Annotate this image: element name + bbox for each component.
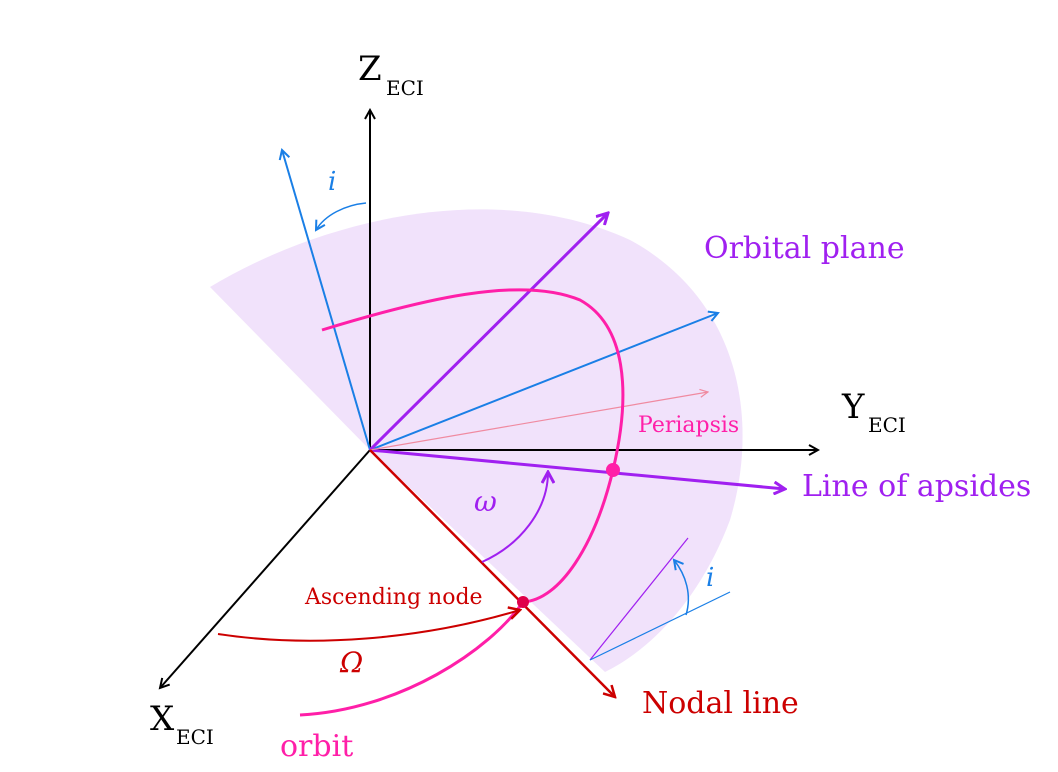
inclination-symbol-bottom: i <box>706 563 714 593</box>
y-axis-label: Y <box>841 387 865 427</box>
inclination-arc-bottom <box>674 560 690 616</box>
periapsis-label: Periapsis <box>638 413 739 438</box>
raan-arc <box>217 610 520 642</box>
inclination-purple-line <box>589 537 689 661</box>
inclination-symbol-top: i <box>328 167 336 197</box>
argument-of-periapsis-arc <box>481 472 548 563</box>
z-axis-subscript: ECI <box>386 76 424 100</box>
orbit-label: orbit <box>280 729 353 764</box>
periapsis-point <box>606 463 620 477</box>
line-of-apsides-arrow <box>369 448 785 489</box>
orbit-normal-vector <box>282 150 371 451</box>
periapsis-thin-line <box>369 392 708 451</box>
x-axis <box>160 449 371 688</box>
orbital-plane-label: Orbital plane <box>704 231 905 266</box>
x-axis-subscript: ECI <box>176 725 214 749</box>
in-plane-vector <box>369 313 718 451</box>
line-of-apsides-label: Line of apsides <box>802 469 1031 504</box>
inclination-blue-line <box>589 591 731 661</box>
argument-of-periapsis-symbol: ω <box>474 485 497 518</box>
inclination-arc-top <box>316 202 367 230</box>
nodal-line-label: Nodal line <box>642 686 799 721</box>
ascending-node-point <box>517 596 529 608</box>
purple-plane-vector <box>368 213 608 452</box>
z-axis-label: Z <box>358 49 382 89</box>
y-axis-subscript: ECI <box>868 413 906 437</box>
nodal-line-arrow <box>369 449 615 697</box>
x-axis-label: X <box>150 699 175 739</box>
ascending-node-label: Ascending node <box>304 585 483 610</box>
raan-symbol: Ω <box>339 646 363 679</box>
